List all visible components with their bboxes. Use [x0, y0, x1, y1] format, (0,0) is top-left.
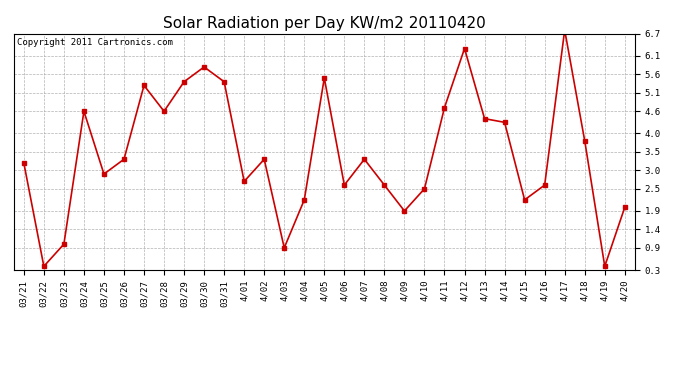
- Title: Solar Radiation per Day KW/m2 20110420: Solar Radiation per Day KW/m2 20110420: [163, 16, 486, 31]
- Text: Copyright 2011 Cartronics.com: Copyright 2011 Cartronics.com: [17, 39, 172, 48]
